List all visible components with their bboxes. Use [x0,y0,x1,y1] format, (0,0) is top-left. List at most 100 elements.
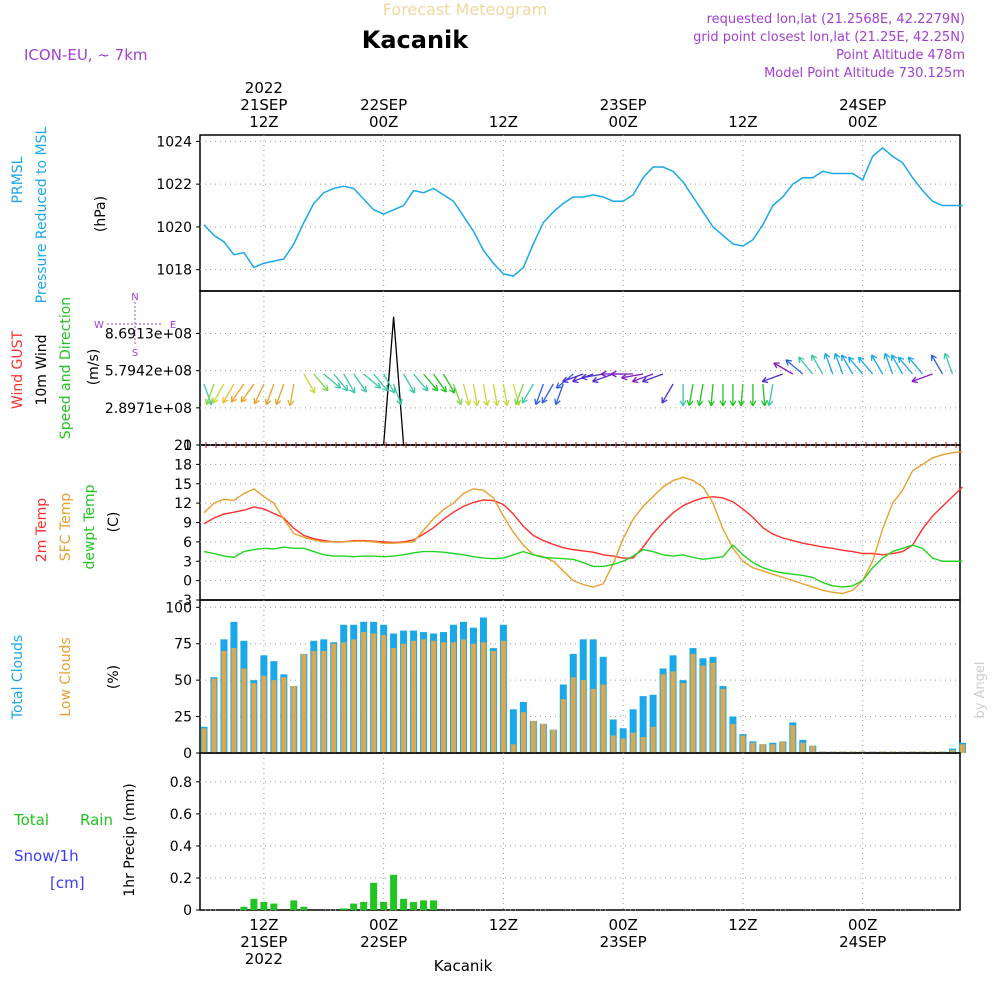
wind-arrow [631,373,654,384]
wind-arrow-shaft [515,383,524,405]
wind-arrow-shaft [698,383,704,406]
wind-arrow-shaft [289,383,295,406]
y-tick-label: 0 [183,903,192,919]
y-tick-label: 100 [165,600,192,616]
wind-arrow-head [374,386,381,389]
wind-arrow-shaft [275,383,285,405]
y-tick-label: 1022 [156,177,192,193]
panels-layer: 1018 1020 1022 1024 0 2.8971e+08 5.7942e+08 8.6… [105,134,966,919]
wind-arrow [433,373,447,393]
panel-clouds: 0 25 50 75 100 [165,599,966,762]
wind-arrow-head [738,400,742,407]
total-cloud-bar [629,709,637,753]
wind-arrow-head [522,399,528,404]
wind-arrow [760,383,768,407]
wind-arrow-head [679,400,684,407]
wind-arrow [738,383,745,407]
wind-arrow-head [883,353,886,360]
wind-arrow-shaft [811,354,824,375]
wind-arrow-head [600,373,607,378]
low-cloud-bar [381,634,387,753]
bottom-time-tick-label: 12Z [489,916,518,934]
rain-bar [250,898,258,910]
wind-arrow-head [642,380,649,384]
wind-arrow-shaft [363,373,381,389]
top-time-tick-label: 22SEP [360,96,407,114]
wind-arrow-head [898,356,905,360]
watermark: by Angel [973,661,988,718]
wind-arrow-head [833,353,836,360]
y-tick-label: 1024 [156,134,192,150]
bottom-time-tick-label: 2022 [245,950,283,968]
low-cloud-bar [600,684,606,753]
wind-arrow-shaft [512,383,520,406]
wind-arrow-shaft [762,383,766,406]
wind-arrow-shaft [710,383,714,406]
wind-arrow-head [911,380,918,384]
wind-arrow-head [592,376,597,382]
panel-frame [199,134,961,292]
wind-arrow-head [502,400,508,407]
wind-arrow-head [847,357,851,364]
low-cloud-bar [810,745,816,753]
wind-arrow-head [409,389,415,394]
wind-arrow-head [514,398,517,405]
wind-arrow [592,373,614,384]
wind-arrow [492,383,500,407]
temp-line-0 [203,486,963,559]
low-cloud-bar [670,671,676,753]
wind-arrow [323,373,342,389]
wind-arrow-head [492,400,498,407]
rain-bar [300,906,308,910]
wind-arrow-head [811,354,818,359]
low-cloud-bar [570,677,576,753]
wind-arrow-head [555,400,561,406]
wind-arrow-shaft [373,373,389,392]
wind-arrow [274,383,285,406]
wind-arrow-head [274,398,277,405]
wind-arrow-head [581,377,588,381]
top-time-tick-label: 00Z [608,113,637,131]
wind-arrow-shaft [265,383,275,405]
model-altitude: Model Point Altitude 730.125m [764,66,965,81]
low-cloud-bar [271,680,277,753]
precip-ylabel: 1hr Precip (mm) [122,783,138,896]
wind-arrow [363,373,382,389]
wind-arrow-head [931,354,937,359]
rain-bar [420,900,428,910]
wind-arrow-head [562,376,568,382]
wind-arrow-head [661,399,668,404]
low-cloud-bar [411,640,417,753]
wind-arrow-head [581,373,587,379]
bottom-time-tick-label: 00Z [848,916,877,934]
wind-arrow-shaft [768,383,774,406]
chart-title: Kacanik [362,26,470,54]
low-cloud-bar [201,728,207,753]
wind-arrow [943,352,954,375]
low-clouds-legend: Low Clouds [58,637,74,716]
wind-arrow [907,356,924,375]
wind-arrow-head [858,356,865,360]
wind-arrow-head [729,400,734,407]
temp-line-2 [203,544,963,588]
wind-arrow-shaft [222,383,235,404]
wind-arrow-head [834,352,841,358]
low-cloud-bar [500,640,506,753]
wind-arrow-head [841,354,848,359]
wind-arrow-shaft [798,356,814,375]
temp-line-1 [203,450,963,595]
wind-arrow [686,383,694,407]
rain-bar [390,874,398,910]
wind-arrow-shaft [848,356,864,375]
wind-arrow [841,354,854,375]
low-cloud-bar [650,726,656,753]
wind-arrow-shaft [492,383,498,406]
wind-arrow-head [449,389,455,394]
panel-pressure: 1018 1020 1022 1024 [156,134,963,292]
wind-arrow-head [496,399,500,406]
low-cloud-bar [750,742,756,753]
wind-arrow-head [943,353,946,360]
requested-location: requested lon,lat (21.2568E, 42.2279N) [707,12,965,27]
wind-arrow-shaft [661,383,674,404]
wind-arrow-head [240,398,247,403]
